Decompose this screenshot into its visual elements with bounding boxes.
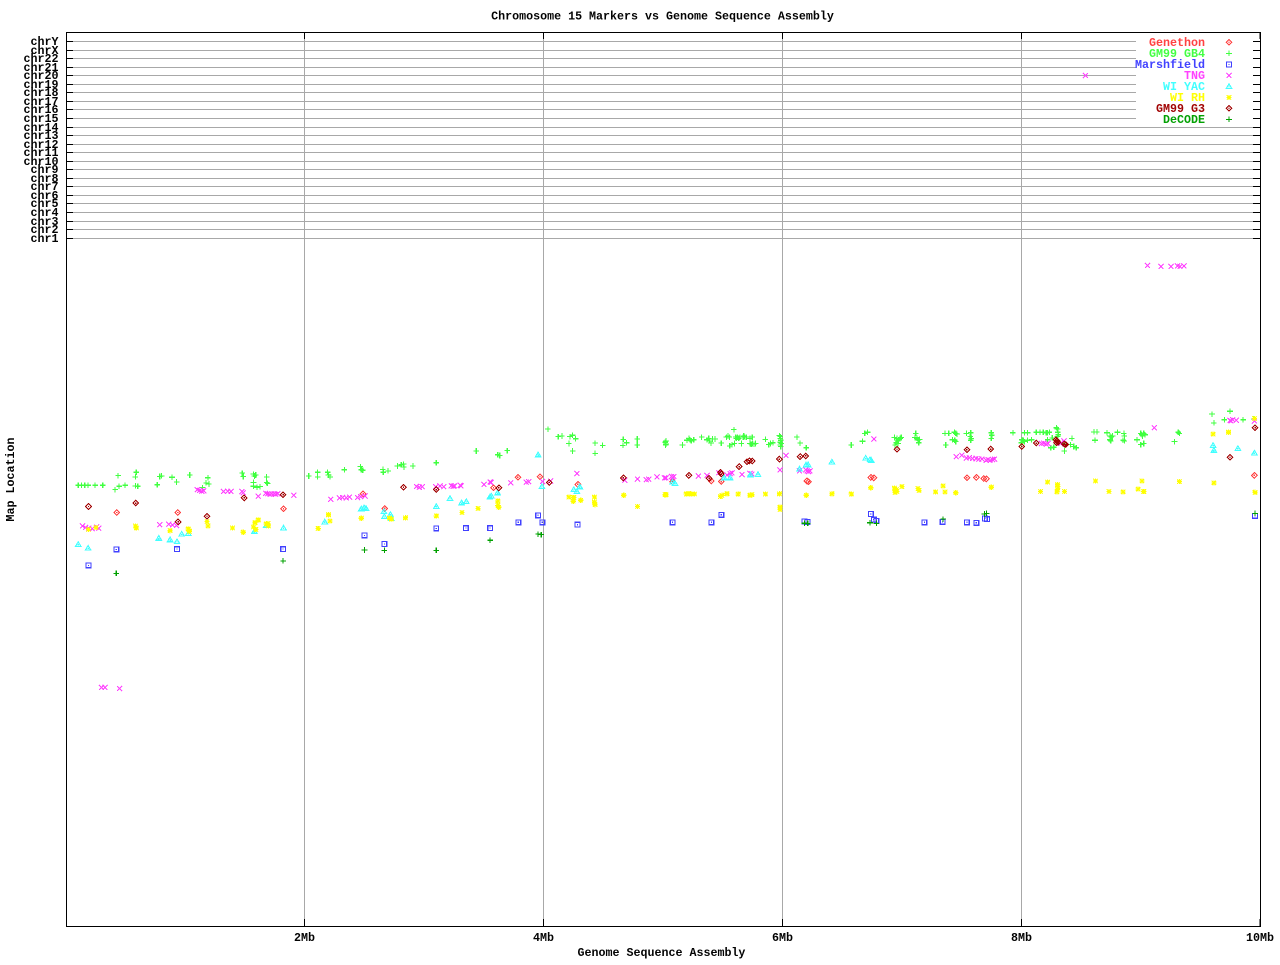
svg-text:Chromosome 15 Markers vs Genom: Chromosome 15 Markers vs Genome Sequence… [491, 10, 834, 24]
svg-text:10Mb: 10Mb [1246, 931, 1274, 945]
svg-text:8Mb: 8Mb [1011, 931, 1032, 945]
svg-text:chr22: chr22 [24, 52, 59, 66]
svg-text:chr18: chr18 [24, 86, 59, 100]
svg-text:chr11: chr11 [24, 146, 59, 160]
svg-text:chr9: chr9 [31, 163, 59, 177]
svg-text:GM99 G3: GM99 G3 [1156, 102, 1205, 116]
svg-text:chr6: chr6 [31, 189, 59, 203]
svg-text:chr16: chr16 [24, 103, 59, 117]
svg-text:Genome Sequence Assembly: Genome Sequence Assembly [578, 946, 746, 960]
svg-text:chr4: chr4 [31, 206, 59, 220]
svg-text:Marshfield: Marshfield [1135, 58, 1205, 72]
svg-text:WI YAC: WI YAC [1163, 80, 1205, 94]
svg-text:chr3: chr3 [31, 215, 59, 229]
svg-text:DeCODE: DeCODE [1163, 113, 1205, 127]
svg-text:chr2: chr2 [31, 223, 59, 237]
svg-text:chr17: chr17 [24, 95, 59, 109]
svg-text:Genethon: Genethon [1149, 36, 1205, 50]
svg-text:chr15: chr15 [24, 112, 59, 126]
svg-text:chrY: chrY [31, 35, 59, 49]
svg-text:2Mb: 2Mb [294, 931, 315, 945]
svg-text:4Mb: 4Mb [533, 931, 554, 945]
svg-text:chr21: chr21 [24, 61, 59, 75]
svg-text:GM99 GB4: GM99 GB4 [1149, 47, 1205, 61]
svg-text:TNG: TNG [1184, 69, 1205, 83]
svg-text:chr7: chr7 [31, 180, 59, 194]
svg-text:chr1: chr1 [31, 232, 59, 246]
svg-text:WI RH: WI RH [1170, 91, 1205, 105]
svg-text:chrX: chrX [31, 44, 59, 58]
svg-text:chr19: chr19 [24, 78, 59, 92]
svg-text:6Mb: 6Mb [772, 931, 793, 945]
svg-text:chr10: chr10 [24, 155, 59, 169]
svg-text:chr12: chr12 [24, 138, 59, 152]
svg-text:chr20: chr20 [24, 69, 59, 83]
svg-text:chr5: chr5 [31, 197, 59, 211]
svg-text:chr14: chr14 [24, 121, 59, 135]
svg-text:Map Location: Map Location [4, 438, 18, 522]
svg-text:chr13: chr13 [24, 129, 59, 143]
svg-text:chr8: chr8 [31, 172, 59, 186]
